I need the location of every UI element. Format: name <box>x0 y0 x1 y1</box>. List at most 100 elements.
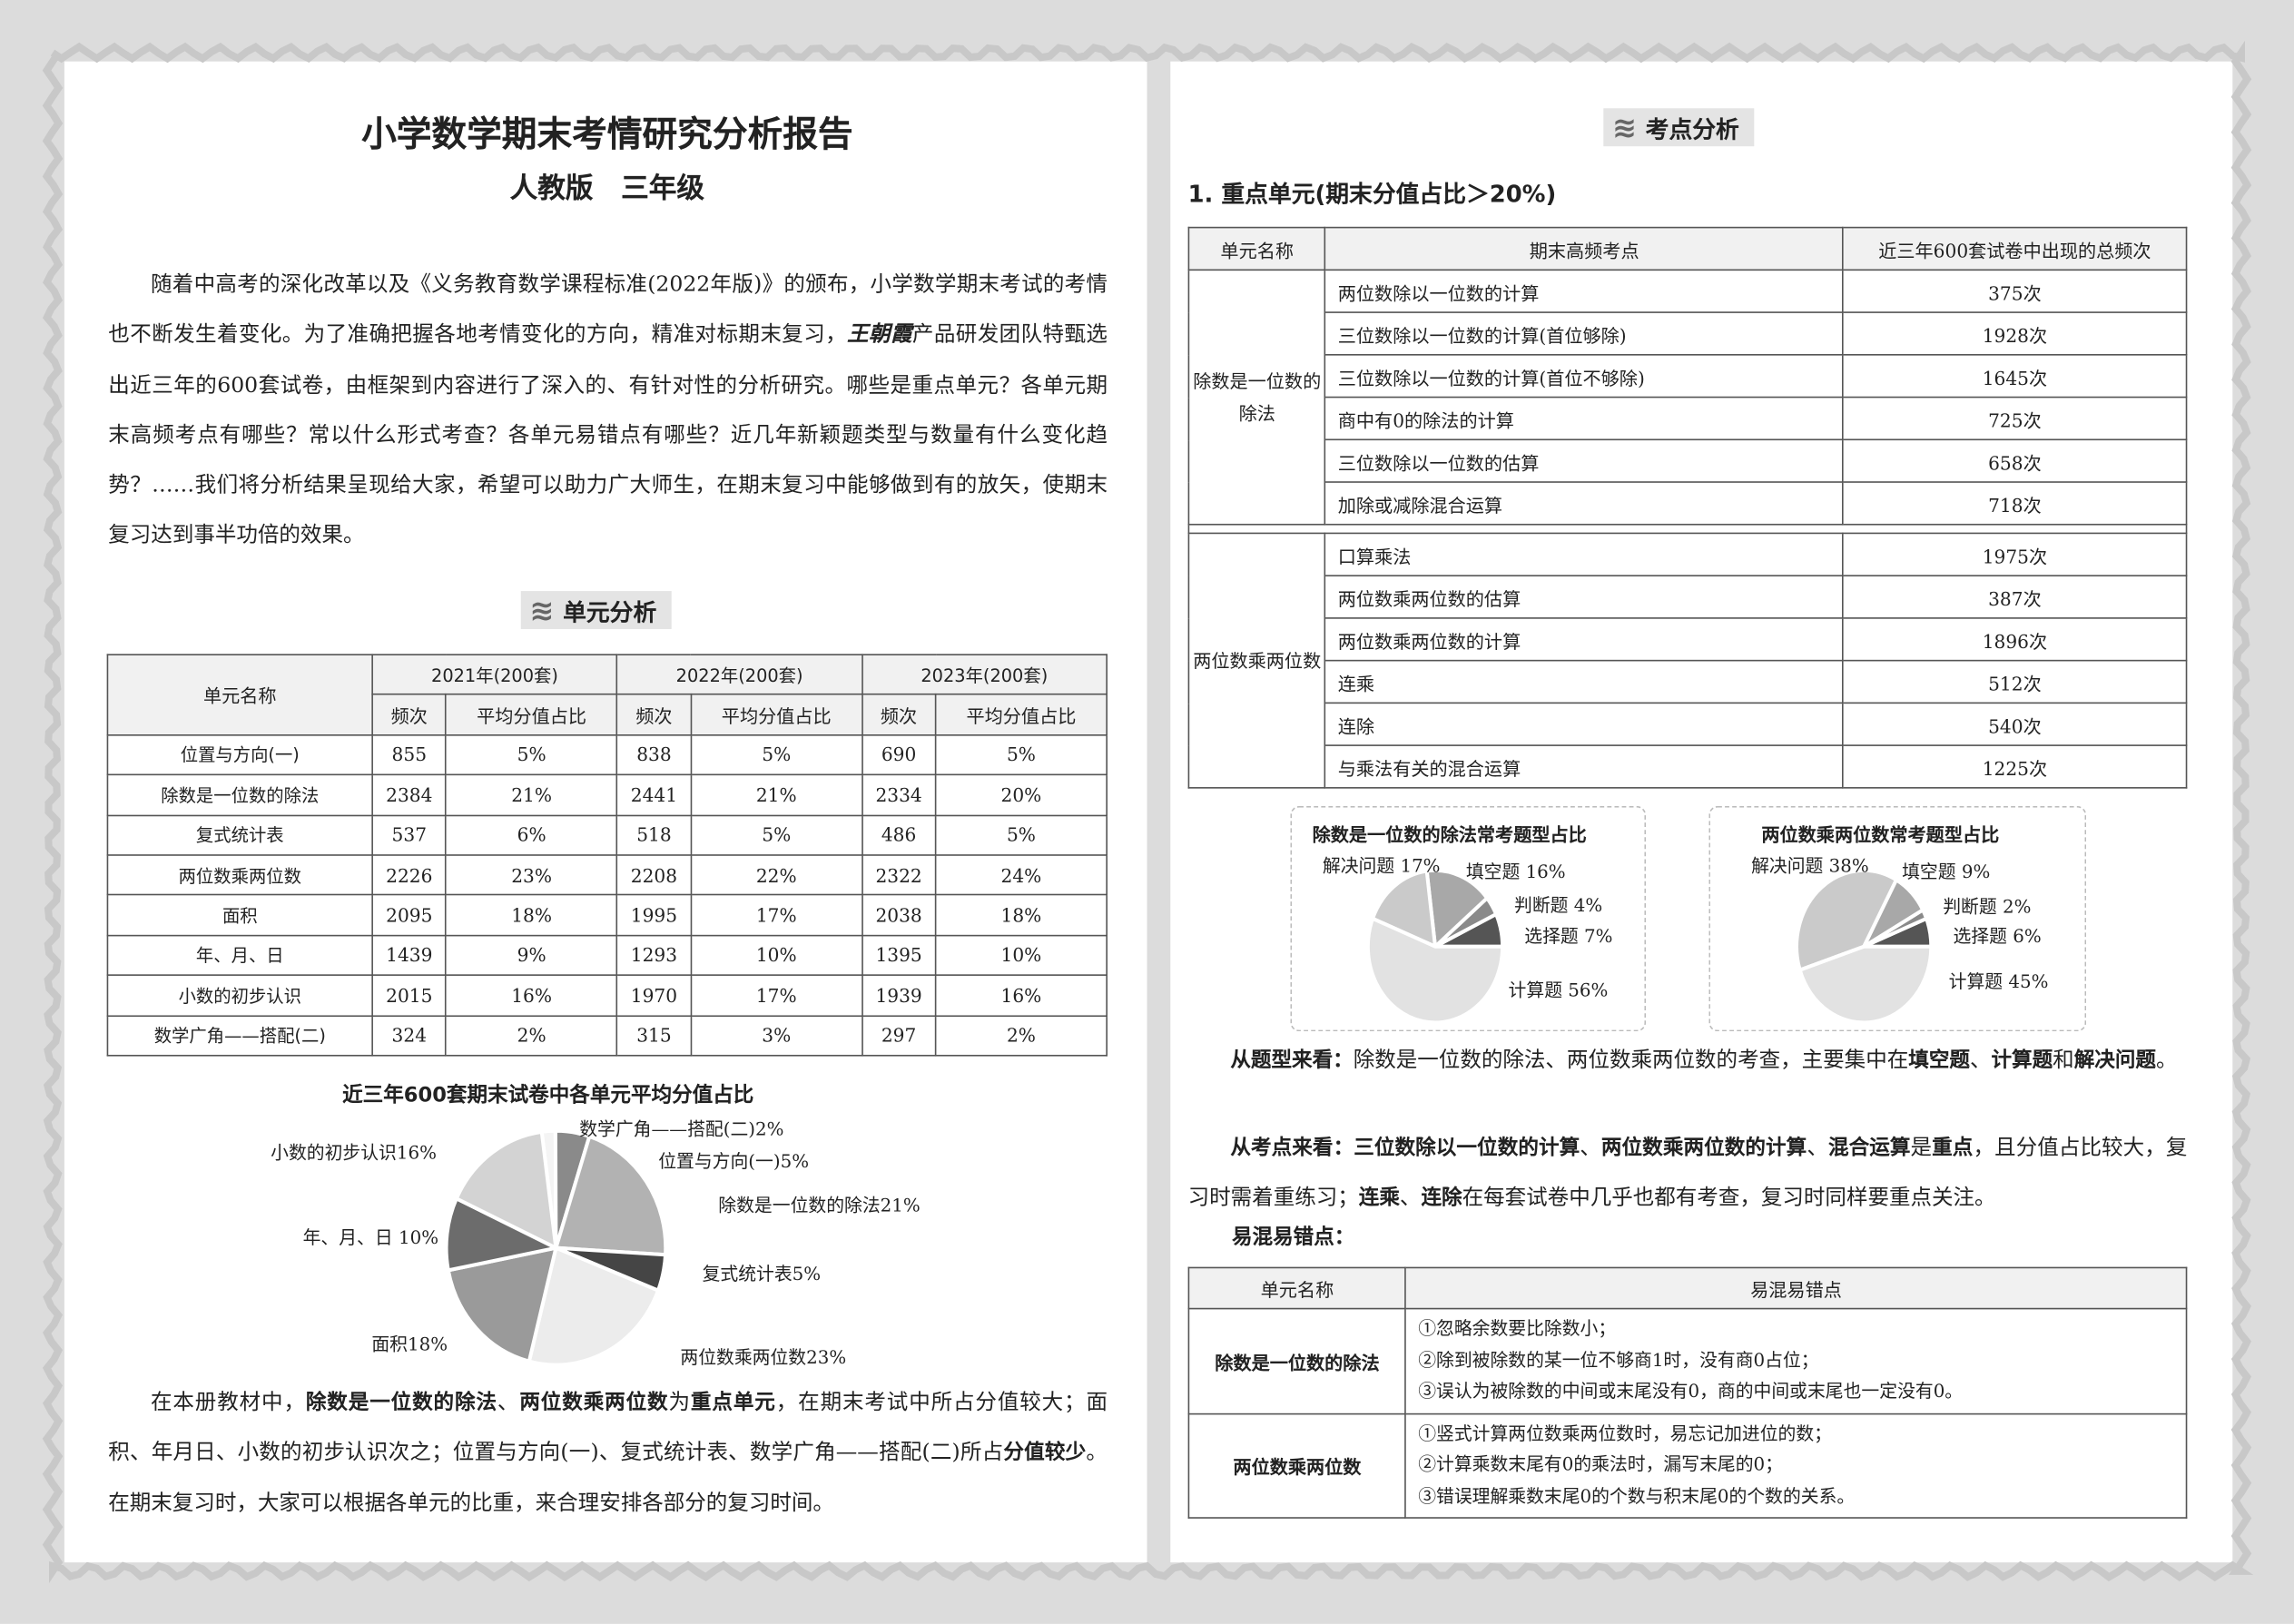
text-segment: 除数是一位数的除法、两位数乘两位数的考查，主要集中在 <box>1353 1047 1909 1073</box>
pie-slice-4 <box>1795 868 1899 973</box>
value-cell: 1970 <box>615 974 692 1017</box>
pie-title: 除数是一位数的除法常考题型占比 <box>1312 823 1587 846</box>
value-cell: 2441 <box>615 773 692 816</box>
value-cell: 23% <box>445 854 618 896</box>
value-cell: 1439 <box>371 934 448 977</box>
key-point-cell: 商中有0的除法的计算 <box>1324 396 1845 441</box>
pie-slice-4 <box>1370 869 1438 950</box>
pie-label: 判断题 2% <box>1943 896 2032 918</box>
emphasis-text: 连乘 <box>1358 1186 1400 1211</box>
value-cell: 2038 <box>861 894 937 937</box>
header-cell: 单元名称 <box>1187 1266 1407 1310</box>
emphasis-text: 连除 <box>1421 1186 1462 1211</box>
pie-slice-3 <box>1424 868 1490 950</box>
text-segment: ，且分值占比较大，复习时需着重练习； <box>1187 1135 2188 1211</box>
pie-label: 填空题 16% <box>1465 861 1566 882</box>
key-point-cell: 加除或减除混合运算 <box>1324 481 1845 526</box>
value-cell: 9% <box>445 934 618 977</box>
value-cell: 5% <box>690 813 863 856</box>
year-header: 2022年(200套) <box>615 654 863 696</box>
header-cell: 平均分值占比 <box>934 694 1108 736</box>
divider-cell <box>1187 523 2188 535</box>
frequency-cell: 1975次 <box>1842 532 2188 576</box>
text-segment: 、 <box>1969 1047 1992 1073</box>
value-cell: 20% <box>934 773 1108 816</box>
pie-box-multiplication <box>1708 805 2087 1032</box>
errors-cell: ①竖式计算两位数乘两位数时，易忘记加进位的数； ②计算乘数末尾有0的乘法时，漏写末… <box>1404 1412 2188 1519</box>
frequency-cell: 725次 <box>1842 396 2188 441</box>
text-segment: 产品研发团队特甄选出近三年的600套试卷，由框架到内容进行了深入的、有针对性的分… <box>108 322 1108 548</box>
section-header-point-analysis: ≋ 考点分析 <box>1603 108 1754 147</box>
year-header: 2023年(200套) <box>861 654 1108 696</box>
unit-name-cell: 面积 <box>106 894 373 937</box>
key-point-cell: 三位数除以一位数的计算(首位够除) <box>1324 311 1845 356</box>
value-cell: 1395 <box>861 934 937 977</box>
error-item: ③误认为被除数的中间或末尾没有0，商的中间或末尾也一定没有0。 <box>1418 1381 1964 1402</box>
pie-label: 位置与方向(一)5% <box>658 1151 810 1172</box>
emphasis-text: 分值较少 <box>1003 1441 1087 1465</box>
pie-label: 解决问题 38% <box>1751 855 1869 877</box>
header-cell: 频次 <box>371 694 448 736</box>
header-cell: 频次 <box>615 694 692 736</box>
pie-label: 判断题 4% <box>1514 895 1603 916</box>
header-row: 单元名称 易混易错点 <box>1187 1266 2188 1310</box>
value-cell: 16% <box>934 974 1108 1017</box>
value-cell: 10% <box>934 934 1108 977</box>
pie-label: 填空题 9% <box>1902 861 1991 882</box>
frequency-cell: 1896次 <box>1842 617 2188 662</box>
table-row: 连除 540次 <box>1188 702 2188 746</box>
table-row: 数学广角——搭配(二) 324 2% 315 3% 297 2% <box>106 1014 1108 1057</box>
value-cell: 486 <box>861 813 937 856</box>
section-title: 考点分析 <box>1645 115 1739 143</box>
frequency-cell: 387次 <box>1842 575 2188 619</box>
text-segment: 在本册教材中， <box>150 1390 306 1415</box>
emphasis-text: 解决问题 <box>2073 1048 2156 1073</box>
text-segment: 、 <box>1399 1185 1422 1211</box>
common-errors-table: 单元名称 易混易错点 除数是一位数的除法 ①忽略余数要比除数小； ②除到被除数的某一位不… <box>1187 1266 2188 1519</box>
text-segment: 、 <box>497 1390 520 1415</box>
emphasis-text: 重点 <box>1932 1137 1974 1160</box>
table-row: 复式统计表 537 6% 518 5% 486 5% <box>106 813 1108 856</box>
multiplication-question-type-pie <box>1795 868 1934 1025</box>
key-point-cell: 连除 <box>1324 702 1845 746</box>
frequency-cell: 1928次 <box>1842 311 2188 356</box>
pie-title: 两位数乘两位数常考题型占比 <box>1761 823 2000 846</box>
value-cell: 17% <box>690 894 863 937</box>
pie-slice-5 <box>527 1245 661 1367</box>
text-segment: 。在期末复习时，大家可以根据各单元的比重，来合理安排各部分的复习时间。 <box>108 1440 1108 1515</box>
errors-label: 易混易错点： <box>1231 1225 1355 1250</box>
report-title: 小学数学期末考情研究分析报告 <box>361 113 853 155</box>
header-cell: 期末高频考点 <box>1324 226 1845 271</box>
value-cell: 2095 <box>371 894 448 937</box>
report-subtitle: 人教版 三年级 <box>509 172 704 205</box>
unit-name-cell: 除数是一位数的除法 <box>1187 269 1326 526</box>
value-cell: 5% <box>445 733 618 776</box>
wave-icon: ≋ <box>529 592 555 628</box>
emphasis-text: 两位数乘两位数的计算 <box>1600 1137 1807 1160</box>
summary-paragraph: 在本册教材中，除数是一位数的除法、两位数乘两位数为重点单元，在期末考试中所占分值… <box>108 1378 1108 1529</box>
pie-label: 解决问题 17% <box>1322 855 1441 877</box>
header-cell: 频次 <box>861 694 937 736</box>
table-row: 小数的初步认识 2015 16% 1970 17% 1939 16% <box>106 974 1108 1017</box>
emphasis-text: 三位数除以一位数的计算 <box>1354 1137 1580 1160</box>
year-header: 2021年(200套) <box>371 654 618 696</box>
pie-slice-6 <box>446 1245 559 1364</box>
table-row: 两位数乘两位数的计算 1896次 <box>1188 617 2188 662</box>
key-point-cell: 两位数乘两位数的计算 <box>1324 617 1845 662</box>
table-row: 连乘 512次 <box>1188 659 2188 704</box>
value-cell: 315 <box>615 1014 692 1057</box>
table-row: 两位数乘两位数 口算乘法 1975次 <box>1187 532 2188 789</box>
value-cell: 18% <box>934 894 1108 937</box>
table-row: 两位数乘两位数的估算 387次 <box>1188 575 2188 619</box>
pie-title: 近三年600套期末试卷中各单元平均分值占比 <box>342 1084 754 1107</box>
value-cell: 22% <box>690 854 863 896</box>
unit-name-cell: 两位数乘两位数 <box>1187 532 1326 789</box>
key-point-cell: 口算乘法 <box>1324 532 1845 576</box>
value-cell: 2% <box>934 1014 1108 1057</box>
header-row: 单元名称 期末高频考点 近三年600套试卷中出现的总频次 <box>1187 226 2188 271</box>
key-point-cell: 连乘 <box>1324 659 1845 704</box>
value-cell: 5% <box>934 813 1108 856</box>
group-divider <box>1187 523 2188 535</box>
value-cell: 24% <box>934 854 1108 896</box>
